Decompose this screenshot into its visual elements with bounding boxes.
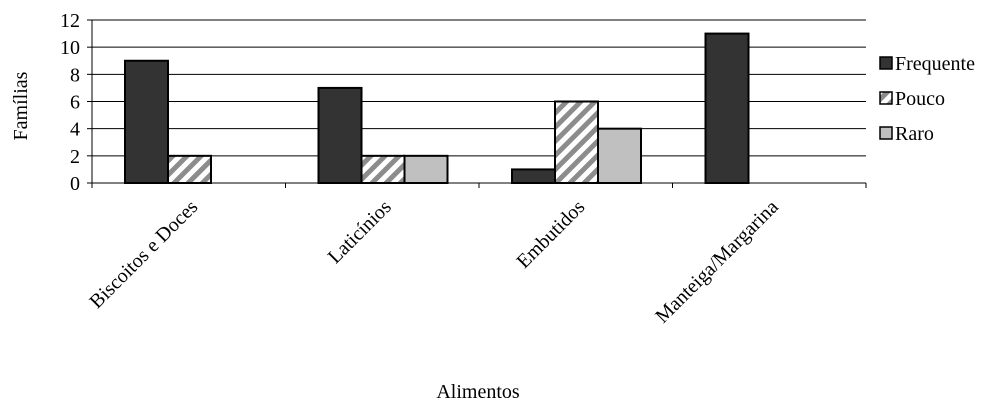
x-tick-label-1: Laticínios xyxy=(324,196,396,268)
bar-frequente-0 xyxy=(124,59,169,184)
bar-raro-1 xyxy=(403,154,449,184)
y-tick-label-12: 12 xyxy=(60,10,80,32)
legend-label-frequente: Frequente xyxy=(895,53,975,75)
legend: Frequente Pouco Raro xyxy=(879,53,975,145)
legend-swatch-pouco xyxy=(879,91,893,105)
x-tick-label-0: Biscoitos e Doces xyxy=(85,196,202,313)
axes xyxy=(87,19,867,188)
legend-item-pouco: Pouco xyxy=(879,88,945,110)
bar-pouco-1 xyxy=(360,154,406,184)
y-axis-label: Famílias xyxy=(10,71,32,140)
x-tick-label-2: Embutidos xyxy=(512,196,589,273)
legend-swatch-frequente xyxy=(879,56,893,70)
bar-pouco-0 xyxy=(167,154,212,184)
gridlines xyxy=(92,19,866,157)
legend-swatch-raro xyxy=(879,126,893,140)
bar-frequente-2 xyxy=(511,168,556,185)
y-tick-label-0: 0 xyxy=(70,173,80,195)
x-axis-label: Alimentos xyxy=(436,381,520,403)
bars xyxy=(124,32,750,185)
legend-label-raro: Raro xyxy=(895,123,934,145)
bar-frequente-3 xyxy=(704,32,750,185)
y-tick-label-4: 4 xyxy=(70,119,80,141)
legend-label-pouco: Pouco xyxy=(895,88,945,110)
bar-pouco-2 xyxy=(554,100,599,184)
legend-item-raro: Raro xyxy=(879,123,934,145)
bar-frequente-1 xyxy=(317,86,363,184)
bar-raro-2 xyxy=(597,127,642,185)
y-tick-label-6: 6 xyxy=(70,92,80,114)
y-tick-label-2: 2 xyxy=(70,146,80,168)
x-tick-label-3: Manteiga/Margarina xyxy=(651,196,783,328)
legend-item-frequente: Frequente xyxy=(879,53,975,75)
y-tick-label-10: 10 xyxy=(60,37,80,59)
y-tick-label-8: 8 xyxy=(70,64,80,86)
